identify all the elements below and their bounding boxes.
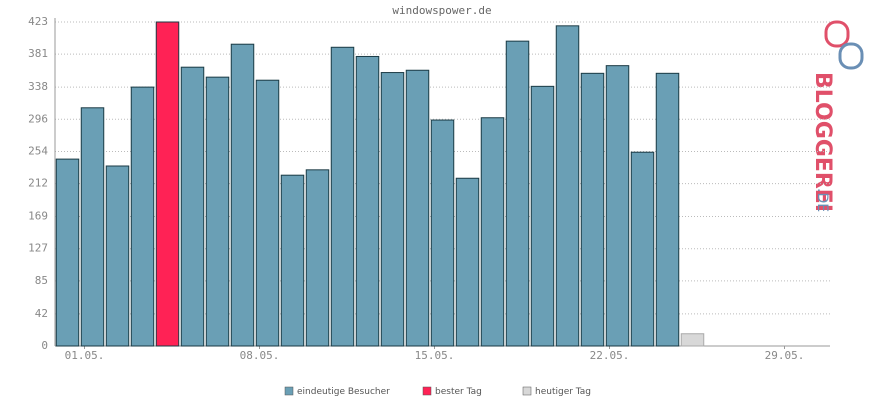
- watermark-main: BLOGGEREI: [810, 72, 835, 212]
- bar: [255, 79, 280, 347]
- bar: [155, 21, 180, 347]
- logo-shape: [824, 20, 850, 48]
- y-tick-label: 0: [41, 339, 48, 352]
- x-tick-label: 01.05.: [65, 349, 105, 362]
- y-tick-label: 254: [28, 144, 48, 157]
- bar: [205, 76, 230, 347]
- y-tick-label: 423: [28, 15, 48, 28]
- bar: [405, 69, 430, 347]
- bar: [555, 25, 580, 347]
- bar: [505, 40, 530, 347]
- bar: [180, 66, 205, 347]
- legend-swatch: [422, 386, 432, 396]
- y-tick-label: 127: [28, 242, 48, 255]
- x-tick-label: 08.05.: [240, 349, 280, 362]
- bar: [280, 174, 305, 347]
- y-tick-label: 85: [35, 274, 48, 287]
- x-tick-label: 29.05.: [765, 349, 805, 362]
- bar: [530, 85, 555, 347]
- bar: [130, 86, 155, 347]
- bar: [80, 107, 105, 347]
- logo-icon: [824, 20, 864, 70]
- legend-label: heutiger Tag: [535, 387, 591, 397]
- legend-swatch: [522, 386, 532, 396]
- y-tick-label: 169: [28, 210, 48, 223]
- bar: [305, 169, 330, 347]
- watermark: BLOGGEREI .DE: [810, 72, 835, 212]
- bar: [580, 72, 605, 347]
- bar: [330, 46, 355, 347]
- chart-title: windowspower.de: [392, 4, 491, 17]
- y-tick-label: 42: [35, 307, 48, 320]
- bar: [680, 333, 705, 347]
- y-tick-label: 296: [28, 112, 48, 125]
- bar: [480, 117, 505, 347]
- x-tick-label: 15.05.: [415, 349, 455, 362]
- bar: [430, 119, 455, 347]
- bar: [230, 43, 255, 347]
- bar: [355, 55, 380, 347]
- legend-swatch: [284, 386, 294, 396]
- y-tick-label: 338: [28, 80, 48, 93]
- bar: [105, 165, 130, 347]
- bar: [55, 158, 80, 347]
- bar: [380, 72, 405, 347]
- logo-shape: [838, 42, 864, 70]
- legend-label: bester Tag: [435, 387, 482, 397]
- legend: eindeutige Besucher bester Tag heutiger Ta…: [284, 386, 591, 397]
- y-tick-label: 381: [28, 47, 48, 60]
- bar: [630, 151, 655, 347]
- watermark-tld: .DE: [814, 188, 830, 212]
- bar: [455, 177, 480, 347]
- y-tick-label: 212: [28, 177, 48, 190]
- x-tick-label: 22.05.: [590, 349, 630, 362]
- bar: [605, 65, 630, 347]
- bar: [655, 72, 680, 347]
- legend-label: eindeutige Besucher: [297, 387, 390, 397]
